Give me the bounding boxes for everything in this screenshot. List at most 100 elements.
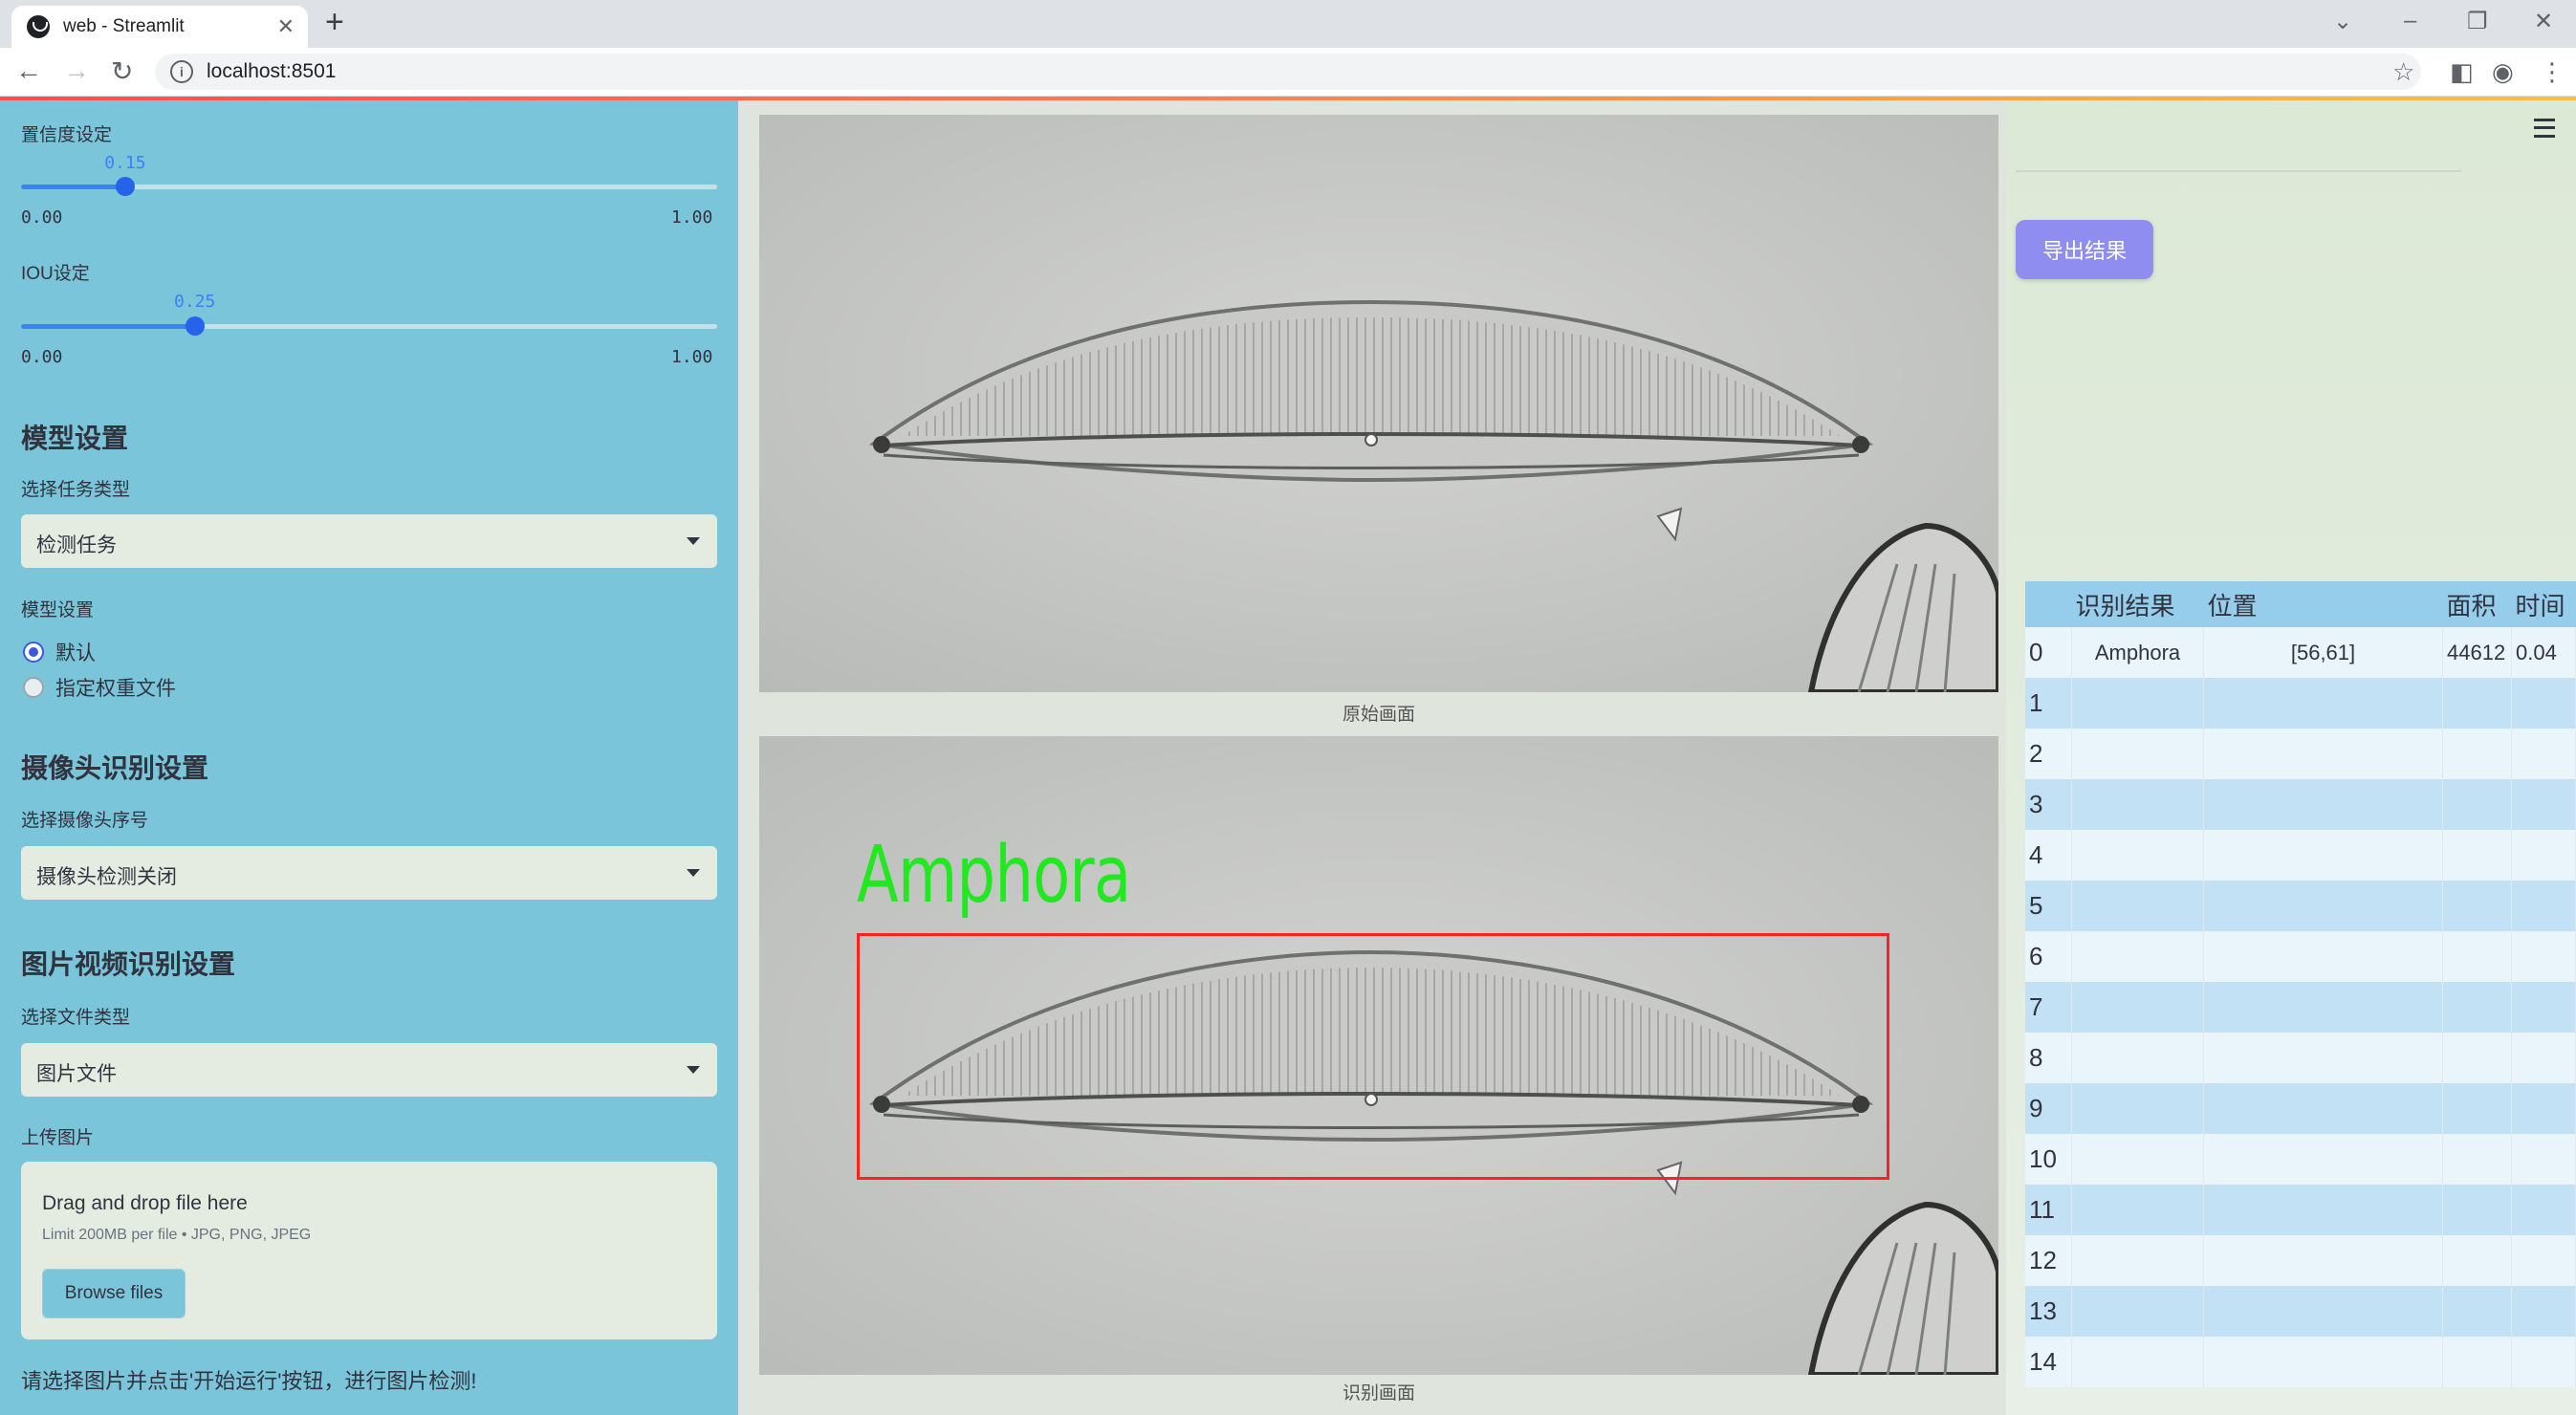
table-cell <box>2203 1134 2443 1185</box>
table-row[interactable]: 1 <box>2025 678 2576 729</box>
table-header-row: 识别结果 位置 面积 时间 <box>2025 581 2576 627</box>
table-cell <box>2442 779 2512 830</box>
table-cell <box>2071 678 2204 729</box>
table-cell <box>2203 1185 2443 1235</box>
url-text[interactable]: localhost:8501 <box>207 60 337 82</box>
results-table: 识别结果 位置 面积 时间 0 Amphora [56,61] 44612 0.04 1 2… <box>2025 581 2576 1387</box>
kebab-menu-icon[interactable]: ⋮ <box>2540 57 2565 86</box>
row-index: 11 <box>2025 1185 2072 1235</box>
table-header[interactable]: 位置 <box>2203 581 2443 627</box>
table-cell <box>2511 1337 2576 1387</box>
streamlit-favicon-icon <box>27 15 50 38</box>
table-row[interactable]: 3 <box>2025 779 2576 830</box>
tab-close-icon[interactable]: ✕ <box>276 14 295 38</box>
file-type-select[interactable]: 图片文件 <box>21 1043 717 1097</box>
forward-arrow-icon[interactable]: → <box>63 55 90 85</box>
camera-select[interactable]: 摄像头检测关闭 <box>21 846 717 900</box>
side-panel-icon[interactable]: ◧ <box>2450 57 2474 86</box>
table-header[interactable] <box>2025 581 2072 627</box>
table-cell <box>2511 779 2576 830</box>
tab-title: web - Streamlit <box>63 16 185 36</box>
hamburger-menu-icon[interactable] <box>2534 119 2555 138</box>
back-arrow-icon[interactable]: ← <box>15 55 42 85</box>
table-row[interactable]: 13 <box>2025 1286 2576 1337</box>
table-row[interactable]: 2 <box>2025 729 2576 779</box>
detection-label: Amphora <box>857 830 1131 921</box>
original-caption: 原始画面 <box>1342 705 1415 725</box>
radio-custom-weights[interactable] <box>23 677 44 698</box>
table-cell <box>2071 1083 2204 1134</box>
table-row[interactable]: 9 <box>2025 1083 2576 1134</box>
table-row[interactable]: 0 Amphora [56,61] 44612 0.04 <box>2025 627 2576 678</box>
table-row[interactable]: 8 <box>2025 1033 2576 1083</box>
row-index: 5 <box>2025 881 2072 931</box>
export-results-button[interactable]: 导出结果 <box>2016 220 2153 279</box>
table-cell <box>2442 1033 2512 1083</box>
table-header[interactable]: 面积 <box>2442 581 2512 627</box>
table-cell <box>2071 830 2204 881</box>
address-bar[interactable]: i localhost:8501 <box>155 54 2421 90</box>
file-uploader-dropzone[interactable]: Drag and drop file here Limit 200MB per … <box>21 1162 717 1339</box>
star-icon[interactable]: ☆ <box>2392 57 2415 86</box>
iou-label: IOU设定 <box>21 264 90 284</box>
confidence-value: 0.15 <box>104 153 146 173</box>
iou-slider-thumb[interactable] <box>186 316 205 336</box>
upload-limit: Limit 200MB per file • JPG, PNG, JPEG <box>42 1227 312 1243</box>
confidence-slider[interactable] <box>21 177 717 196</box>
table-cell <box>2511 1235 2576 1286</box>
table-cell <box>2442 1083 2512 1134</box>
radio-default-label[interactable]: 默认 <box>55 642 96 664</box>
dropdown-caret-icon <box>687 1066 700 1074</box>
browser-tab[interactable]: web - Streamlit ✕ <box>11 6 308 48</box>
row-index: 10 <box>2025 1134 2072 1185</box>
info-icon[interactable]: i <box>170 60 193 83</box>
table-cell <box>2511 881 2576 931</box>
table-cell: [56,61] <box>2203 627 2443 678</box>
table-cell <box>2071 931 2204 982</box>
original-image <box>759 115 1998 692</box>
reload-icon[interactable]: ↻ <box>111 56 134 86</box>
table-row[interactable]: 4 <box>2025 830 2576 881</box>
table-cell <box>2511 1286 2576 1337</box>
profile-icon[interactable]: ◉ <box>2492 57 2514 86</box>
table-cell <box>2203 931 2443 982</box>
close-window-button[interactable]: ✕ <box>2534 9 2554 34</box>
table-row[interactable]: 11 <box>2025 1185 2576 1235</box>
tab-list-chevron-icon[interactable]: ⌄ <box>2333 9 2353 34</box>
table-row[interactable]: 6 <box>2025 931 2576 982</box>
row-index: 2 <box>2025 729 2072 779</box>
table-cell <box>2442 830 2512 881</box>
iou-slider[interactable] <box>21 316 717 336</box>
table-row[interactable]: 10 <box>2025 1134 2576 1185</box>
file-type-value: 图片文件 <box>36 1063 117 1085</box>
row-index: 3 <box>2025 779 2072 830</box>
minimize-button[interactable]: – <box>2404 8 2417 33</box>
new-tab-button[interactable]: + <box>325 4 344 40</box>
instruction-note: 请选择图片并点击'开始运行'按钮，进行图片检测! <box>21 1369 477 1393</box>
radio-custom-weights-label[interactable]: 指定权重文件 <box>55 678 176 700</box>
camera-select-value: 摄像头检测关闭 <box>36 866 177 888</box>
table-row[interactable]: 7 <box>2025 982 2576 1033</box>
table-cell <box>2071 729 2204 779</box>
table-cell <box>2071 881 2204 931</box>
table-header[interactable]: 识别结果 <box>2071 581 2204 627</box>
task-type-value: 检测任务 <box>36 534 117 556</box>
confidence-slider-fill <box>21 185 126 189</box>
table-cell <box>2511 729 2576 779</box>
restore-button[interactable]: ❐ <box>2467 9 2488 34</box>
confidence-slider-thumb[interactable] <box>116 177 136 196</box>
row-index: 0 <box>2025 627 2072 678</box>
model-settings-header: 模型设置 <box>21 424 129 453</box>
browse-files-button[interactable]: Browse files <box>42 1269 186 1318</box>
table-row[interactable]: 12 <box>2025 1235 2576 1286</box>
table-row[interactable]: 5 <box>2025 881 2576 931</box>
iou-slider-fill <box>21 324 195 329</box>
task-type-select[interactable]: 检测任务 <box>21 514 717 568</box>
table-cell <box>2203 830 2443 881</box>
table-cell <box>2442 982 2512 1033</box>
radio-default[interactable] <box>23 642 44 663</box>
row-index: 4 <box>2025 830 2072 881</box>
iou-max: 1.00 <box>671 347 713 367</box>
table-header[interactable]: 时间 <box>2511 581 2576 627</box>
table-row[interactable]: 14 <box>2025 1337 2576 1387</box>
